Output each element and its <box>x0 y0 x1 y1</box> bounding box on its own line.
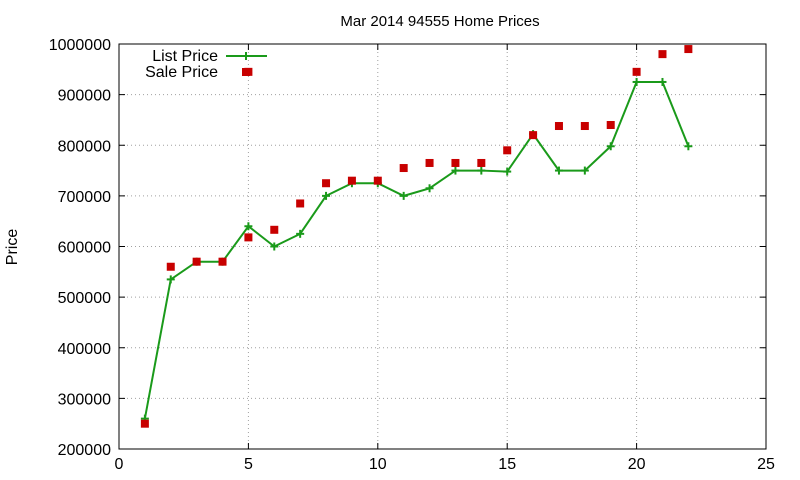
sale-price-point <box>554 122 563 131</box>
y-tick-label: 300000 <box>58 391 111 408</box>
list-price-point <box>477 166 486 175</box>
sale-price-point <box>218 257 227 266</box>
legend-label-sale-price: Sale Price <box>145 64 218 81</box>
y-tick-label: 200000 <box>58 442 111 459</box>
sale-price-point <box>373 176 382 185</box>
list-price-point <box>503 167 512 176</box>
list-price-point <box>632 77 641 86</box>
sale-price-point <box>606 121 615 129</box>
x-tick-label: 10 <box>369 456 387 473</box>
sale-price-point <box>684 45 693 54</box>
list-price-point <box>425 184 434 193</box>
list-price-point <box>580 166 589 175</box>
sale-price-point <box>425 158 434 167</box>
sale-price-point <box>658 50 667 59</box>
y-tick-label: 900000 <box>58 88 111 105</box>
list-price-point <box>658 77 667 86</box>
list-price-point <box>606 142 615 151</box>
x-tick-label: 25 <box>757 456 775 473</box>
list-price-point <box>399 191 408 200</box>
sale-price-point <box>166 262 175 271</box>
sale-price-point <box>632 67 641 76</box>
list-price-point <box>296 229 305 238</box>
y-tick-label: 1000000 <box>49 37 111 54</box>
sale-price-point <box>270 225 279 234</box>
legend-swatch-list-price-marker <box>242 52 250 60</box>
y-axis-label: Price <box>4 229 21 266</box>
list-price-point <box>166 275 175 284</box>
list-price-point <box>684 142 693 151</box>
list-price-line <box>143 80 690 419</box>
plot-frame <box>118 43 767 450</box>
sale-price-point <box>580 122 589 131</box>
list-price-point <box>270 242 279 251</box>
x-tick-label: 15 <box>498 456 516 473</box>
grid <box>119 44 766 449</box>
sale-price-point <box>503 146 512 155</box>
sale-price-point <box>296 199 305 208</box>
x-tick-label: 20 <box>628 456 646 473</box>
sale-price-point <box>399 164 408 173</box>
legend-swatch-sale-price <box>242 68 250 76</box>
list-price-point <box>554 166 563 175</box>
list-price-point <box>322 191 331 200</box>
series-layer <box>140 45 693 428</box>
list-price-point <box>244 222 253 231</box>
sale-price-point <box>529 131 538 140</box>
sale-price-point <box>477 158 486 167</box>
sale-price-point <box>140 419 149 428</box>
legend-label-list-price: List Price <box>152 48 218 65</box>
y-tick-label: 500000 <box>58 290 111 307</box>
x-tick-label: 0 <box>115 456 124 473</box>
list-price-point <box>451 166 460 175</box>
y-tick-label: 800000 <box>58 138 111 155</box>
sale-price-point <box>347 176 356 185</box>
y-tick-label: 400000 <box>58 341 111 358</box>
chart-title: Mar 2014 94555 Home Prices <box>340 13 539 30</box>
sale-price-point <box>244 233 253 242</box>
sale-price-point <box>451 158 460 167</box>
x-tick-label: 5 <box>244 456 253 473</box>
sale-price-point <box>192 257 201 266</box>
sale-price-point <box>322 179 331 188</box>
axes: 0 5 10 15 20 25 200000 300000 400000 500000 600000… <box>49 37 775 473</box>
y-tick-label: 600000 <box>58 240 111 257</box>
y-tick-label: 700000 <box>58 189 111 206</box>
